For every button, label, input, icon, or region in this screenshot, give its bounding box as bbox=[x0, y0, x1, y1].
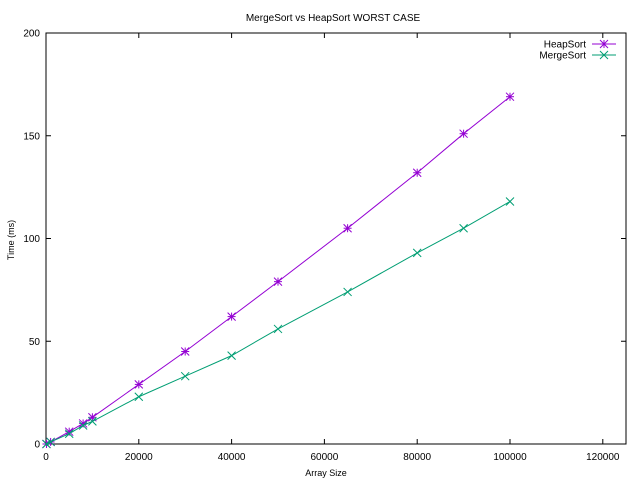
x-tick-label: 60000 bbox=[310, 452, 338, 463]
data-point-mergesort bbox=[64, 429, 74, 439]
data-point-mergesort bbox=[46, 437, 55, 447]
legend-item-heapsort: HeapSort bbox=[544, 40, 616, 51]
legend-swatch-marker bbox=[599, 50, 609, 60]
data-point-mergesort bbox=[78, 421, 88, 430]
data-point-mergesort bbox=[412, 248, 422, 258]
data-point-mergesort bbox=[343, 287, 352, 297]
marker-stroke bbox=[134, 392, 144, 402]
legend-label: HeapSort bbox=[544, 40, 586, 51]
y-tick-label: 150 bbox=[23, 131, 40, 142]
data-point-heapsort bbox=[227, 312, 236, 321]
data-point-heapsort bbox=[180, 347, 190, 356]
data-point-mergesort bbox=[227, 351, 236, 360]
x-tick-label: 20000 bbox=[125, 452, 153, 463]
marker-stroke bbox=[227, 351, 236, 360]
data-point-heapsort bbox=[273, 277, 283, 287]
x-tick-label: 80000 bbox=[403, 452, 431, 463]
data-point-mergesort bbox=[134, 392, 144, 402]
y-tick-label: 0 bbox=[34, 440, 40, 451]
marker-stroke bbox=[64, 429, 74, 439]
marker-stroke bbox=[88, 417, 97, 426]
marker-stroke bbox=[459, 223, 468, 233]
marker-stroke bbox=[180, 371, 190, 381]
x-tick-label: 100000 bbox=[493, 452, 527, 463]
data-point-heapsort bbox=[412, 168, 422, 178]
data-point-heapsort bbox=[78, 419, 88, 428]
x-axis-label: Array Size bbox=[305, 468, 347, 478]
x-tick-label: 0 bbox=[43, 452, 49, 463]
marker-stroke bbox=[343, 287, 352, 297]
legend-swatch-marker bbox=[599, 39, 609, 49]
data-point-mergesort bbox=[88, 417, 97, 426]
data-point-mergesort bbox=[505, 197, 515, 206]
data-point-heapsort bbox=[134, 380, 144, 389]
legend-label: MergeSort bbox=[539, 51, 586, 62]
chart-title: MergeSort vs HeapSort WORST CASE bbox=[246, 13, 421, 24]
marker-stroke bbox=[412, 248, 422, 258]
y-tick-label: 50 bbox=[29, 337, 41, 348]
data-point-heapsort bbox=[505, 92, 515, 102]
x-tick-label: 120000 bbox=[586, 452, 620, 463]
data-point-heapsort bbox=[343, 223, 352, 233]
series-mergesort bbox=[42, 197, 515, 449]
marker-stroke bbox=[273, 324, 283, 334]
marker-stroke bbox=[599, 50, 609, 60]
y-tick-label: 100 bbox=[23, 234, 40, 245]
axes: 0 20000 40000 60000 80000 100000 120000 0 50 100 1… bbox=[23, 29, 627, 463]
marker-stroke bbox=[42, 439, 51, 449]
y-tick-label: 200 bbox=[23, 29, 40, 40]
x-tick-label: 40000 bbox=[218, 452, 246, 463]
marker-stroke bbox=[78, 421, 88, 430]
data-point-mergesort bbox=[459, 223, 468, 233]
data-point-heapsort bbox=[459, 129, 468, 139]
data-point-mergesort bbox=[180, 371, 190, 381]
data-point-mergesort bbox=[273, 324, 283, 334]
marker-stroke bbox=[505, 197, 515, 206]
data-point-mergesort bbox=[42, 439, 51, 449]
series-group bbox=[42, 92, 515, 449]
legend-item-mergesort: MergeSort bbox=[539, 51, 616, 62]
y-axis-label: Time (ms) bbox=[6, 220, 16, 260]
marker-stroke bbox=[46, 437, 55, 447]
